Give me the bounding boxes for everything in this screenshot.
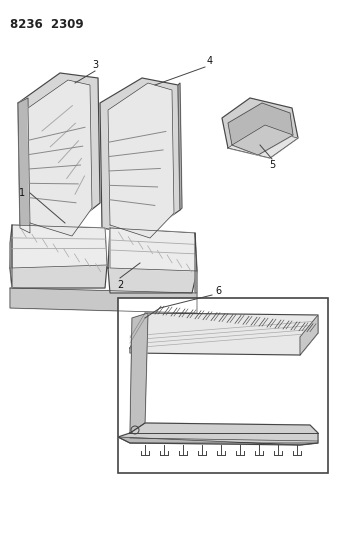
- Polygon shape: [28, 80, 92, 236]
- Polygon shape: [130, 313, 148, 433]
- Polygon shape: [228, 103, 293, 155]
- Polygon shape: [178, 83, 182, 210]
- Text: 1: 1: [19, 188, 25, 198]
- Polygon shape: [300, 315, 318, 355]
- Polygon shape: [10, 225, 107, 288]
- Bar: [118, 298, 328, 473]
- Polygon shape: [110, 228, 197, 271]
- Text: 8236  2309: 8236 2309: [10, 18, 84, 31]
- Polygon shape: [118, 423, 318, 445]
- Polygon shape: [108, 228, 197, 293]
- Polygon shape: [228, 128, 298, 158]
- Polygon shape: [118, 437, 318, 445]
- Text: 6: 6: [215, 286, 221, 296]
- Text: 2: 2: [117, 280, 123, 290]
- Polygon shape: [10, 288, 197, 313]
- Polygon shape: [18, 73, 100, 233]
- Polygon shape: [12, 225, 107, 268]
- Polygon shape: [10, 225, 12, 288]
- Polygon shape: [195, 233, 197, 293]
- Polygon shape: [18, 98, 30, 233]
- Polygon shape: [100, 78, 180, 235]
- Polygon shape: [222, 98, 298, 158]
- Polygon shape: [108, 83, 174, 238]
- Polygon shape: [232, 125, 293, 155]
- Text: 3: 3: [92, 60, 98, 70]
- Text: 4: 4: [207, 56, 213, 66]
- Text: 5: 5: [269, 160, 275, 170]
- Polygon shape: [130, 313, 318, 355]
